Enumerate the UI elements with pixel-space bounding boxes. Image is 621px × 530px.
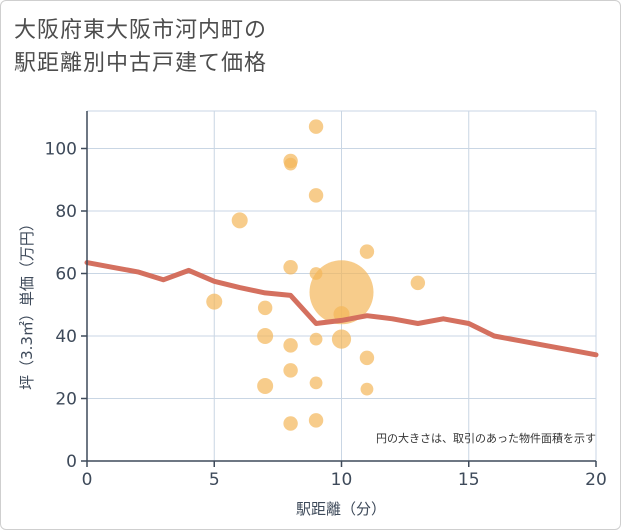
x-tick-label-4: 20	[585, 470, 607, 490]
data-point-21	[359, 350, 375, 366]
y-tick-label-2: 40	[55, 327, 77, 347]
y-tick-label-5: 100	[45, 140, 77, 160]
data-point-17	[309, 260, 374, 325]
data-point-23	[410, 275, 426, 291]
x-tick-label-3: 15	[458, 470, 480, 490]
data-point-19	[331, 329, 352, 349]
chart-title: 大阪府東大阪市河内町の 駅距離別中古戸建て価格	[14, 14, 267, 80]
y-tick-label-1: 20	[55, 390, 77, 410]
data-point-7	[283, 260, 298, 275]
y-axis-label: 坪（3.3㎡）単価（万円）	[18, 216, 36, 390]
axes	[81, 111, 597, 467]
x-axis-label: 駅距離（分）	[296, 500, 386, 518]
data-point-0	[206, 293, 223, 310]
data-points	[206, 119, 426, 431]
data-point-20	[359, 244, 375, 259]
data-point-2	[257, 300, 273, 316]
x-tick-label-2: 10	[331, 470, 353, 490]
grid-lines	[87, 110, 597, 461]
y-tick-label-4: 80	[55, 202, 77, 222]
data-point-14	[309, 332, 323, 346]
data-point-11	[308, 119, 324, 134]
trend-line	[84, 260, 599, 358]
data-point-22	[360, 382, 374, 396]
x-tick-label-0: 0	[82, 470, 93, 490]
data-point-1	[231, 212, 248, 229]
chart-title-line-2: 駅距離別中古戸建て価格	[14, 51, 268, 76]
y-tick-label-3: 60	[55, 265, 77, 285]
data-point-15	[309, 376, 323, 390]
size-note: 円の大きさは、取引のあった物件面積を示す	[376, 431, 596, 445]
x-tick-label-1: 5	[209, 470, 220, 490]
tick-labels: 0 20 40 60 80 100 0 5 10 15 20	[45, 140, 607, 491]
data-point-4	[257, 378, 274, 394]
data-point-9	[283, 363, 298, 378]
data-point-8	[283, 338, 298, 353]
data-point-16	[308, 413, 324, 428]
chart-title-line-1: 大阪府東大阪市河内町の	[14, 18, 268, 43]
data-point-12	[308, 188, 324, 203]
data-point-6	[284, 157, 297, 171]
data-point-10	[283, 416, 298, 431]
data-point-3	[257, 328, 274, 344]
y-tick-label-0: 0	[66, 452, 77, 472]
